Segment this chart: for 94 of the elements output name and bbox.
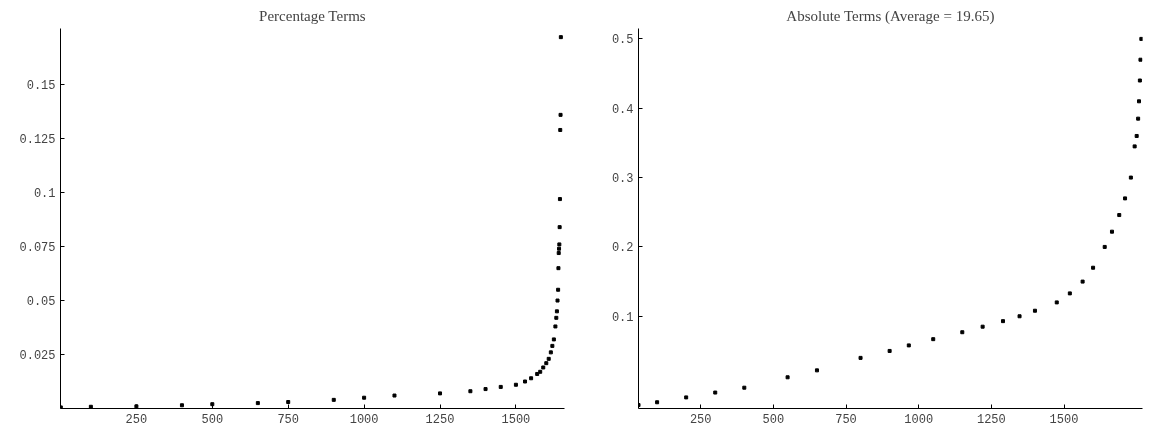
point	[858, 355, 863, 360]
point	[548, 350, 553, 355]
y-tick-label: 0.3	[611, 172, 634, 187]
point	[179, 403, 184, 408]
point	[468, 389, 473, 394]
point	[438, 391, 443, 396]
chart-title: Percentage Terms	[259, 7, 366, 24]
point	[684, 395, 689, 400]
point	[557, 246, 562, 251]
point	[655, 400, 660, 405]
point	[1128, 175, 1133, 180]
point	[1136, 116, 1141, 121]
point	[558, 127, 563, 132]
point	[1080, 279, 1085, 284]
point	[210, 402, 215, 407]
point	[523, 379, 528, 384]
point	[1054, 300, 1059, 305]
point	[931, 337, 936, 342]
point	[713, 390, 718, 395]
point	[541, 365, 546, 370]
y-tick-label: 0.1	[611, 310, 634, 325]
point	[529, 376, 534, 381]
y-tick-label: 0.4	[611, 102, 634, 117]
point	[513, 382, 518, 387]
x-tick-label: 500	[762, 412, 785, 427]
x-tick-label: 1000	[349, 412, 379, 427]
point	[554, 309, 559, 314]
point	[362, 395, 367, 400]
point	[887, 348, 892, 353]
point	[1139, 36, 1143, 41]
x-tick-label: 1000	[904, 412, 934, 427]
y-tick-label: 0.05	[26, 295, 56, 310]
chart-title: Absolute Terms (Average = 19.65)	[786, 7, 995, 25]
x-tick-label: 750	[835, 412, 857, 427]
y-tick-label: 0.2	[611, 241, 634, 256]
x-tick-label: 1250	[976, 412, 1006, 427]
x-tick-label: 500	[201, 412, 224, 427]
x-tick-label: 1250	[425, 412, 455, 427]
point	[555, 298, 560, 303]
y-tick-label: 0.025	[19, 349, 56, 364]
point	[544, 361, 549, 366]
point	[557, 225, 562, 230]
y-tick-label: 0.1	[33, 187, 56, 202]
point	[1137, 99, 1142, 104]
point	[553, 324, 558, 329]
point	[550, 343, 555, 348]
point	[331, 397, 336, 402]
point	[546, 356, 551, 361]
point	[557, 197, 562, 202]
point	[906, 343, 911, 348]
point	[551, 337, 556, 342]
point	[255, 401, 260, 406]
point	[556, 251, 561, 256]
point	[558, 112, 563, 117]
point	[785, 375, 790, 380]
point	[960, 330, 965, 335]
point	[558, 35, 563, 40]
point	[742, 385, 747, 390]
point	[1117, 213, 1122, 218]
point	[535, 371, 540, 376]
y-tick-label: 0.5	[611, 33, 634, 48]
point	[557, 242, 562, 247]
x-tick-label: 250	[125, 412, 148, 427]
y-tick-label: 0.15	[26, 79, 56, 94]
point	[1137, 78, 1142, 83]
point	[498, 384, 503, 389]
point	[556, 266, 561, 271]
x-tick-label: 1500	[501, 412, 531, 427]
point	[1123, 196, 1128, 201]
point	[483, 387, 488, 392]
point	[814, 368, 819, 373]
point	[1067, 291, 1072, 296]
point	[980, 324, 985, 329]
point	[1000, 319, 1005, 324]
point	[556, 287, 561, 292]
point	[1032, 308, 1037, 313]
x-tick-label: 750	[277, 412, 300, 427]
point	[1017, 314, 1022, 319]
point	[286, 400, 291, 405]
point	[1109, 229, 1114, 234]
point	[1091, 265, 1096, 270]
point	[638, 403, 641, 408]
point	[554, 315, 559, 320]
x-tick-label: 1500	[1049, 412, 1079, 427]
y-tick-label: 0.075	[19, 241, 56, 256]
point	[1102, 244, 1107, 249]
point	[134, 404, 139, 409]
point	[392, 393, 397, 398]
point	[1138, 57, 1143, 62]
point	[1132, 144, 1137, 149]
x-tick-label: 250	[689, 412, 712, 427]
y-tick-label: 0.125	[19, 133, 56, 148]
point	[538, 369, 543, 374]
point	[1134, 133, 1139, 138]
